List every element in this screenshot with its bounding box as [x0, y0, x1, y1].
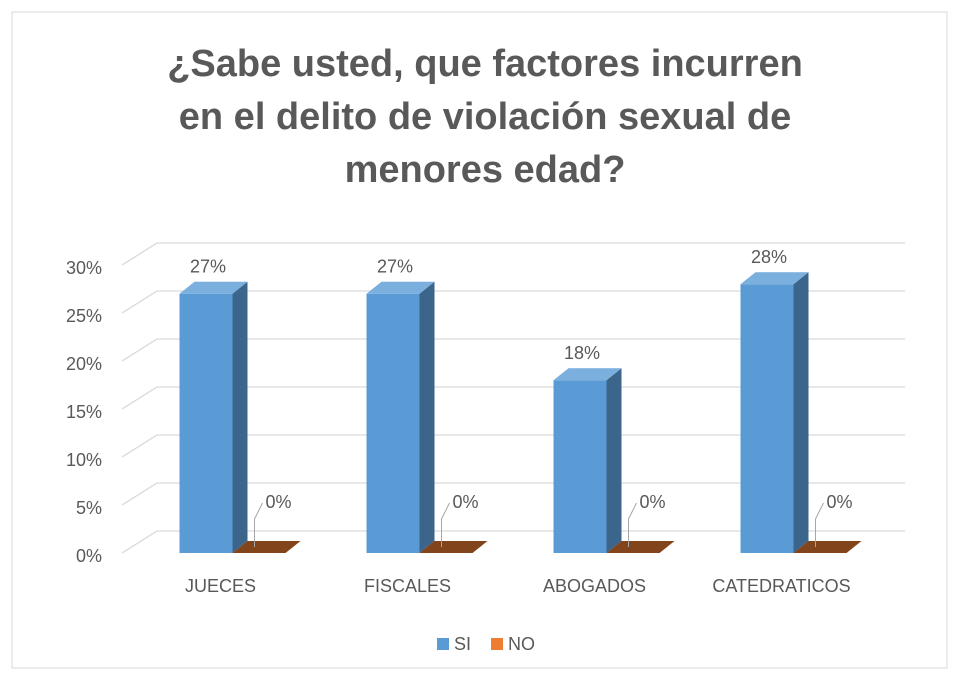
data-label: 0% — [453, 492, 479, 512]
x-tick-label: FISCALES — [364, 576, 451, 596]
data-label: 0% — [266, 492, 292, 512]
bar-front — [740, 284, 794, 553]
grid-line — [121, 386, 905, 410]
bar-top — [793, 541, 862, 553]
bar-top — [366, 281, 435, 294]
bar — [232, 541, 301, 553]
legend-swatch — [437, 638, 449, 650]
bar — [606, 541, 675, 553]
bar-side-shade — [419, 281, 435, 553]
bar-front — [366, 293, 420, 553]
bar-top-shade — [740, 272, 809, 285]
data-label: 28% — [751, 247, 787, 267]
leader-line — [254, 502, 263, 547]
y-tick-label: 0% — [76, 546, 102, 566]
bar-top-shade — [793, 541, 862, 553]
bar-front — [553, 380, 607, 553]
bar-top-shade — [179, 281, 248, 294]
bar-side-shade — [232, 281, 248, 553]
grid-line — [121, 530, 905, 554]
grid-line — [121, 434, 905, 458]
y-tick-label: 10% — [66, 450, 102, 470]
data-label: 18% — [564, 343, 600, 363]
chart-border — [11, 11, 948, 669]
bar-top — [740, 272, 809, 285]
data-label: 27% — [377, 257, 413, 277]
bar-top — [232, 541, 301, 553]
grid-line — [121, 338, 905, 362]
bar — [553, 368, 622, 553]
legend-label: SI — [454, 634, 471, 654]
bar-side-shade — [793, 272, 809, 553]
leader-line — [628, 502, 637, 547]
grid-line — [121, 482, 905, 506]
bar-top-shade — [606, 541, 675, 553]
data-label: 0% — [827, 492, 853, 512]
leader-line — [815, 502, 824, 547]
bar-top — [179, 281, 248, 294]
y-tick-label: 25% — [66, 306, 102, 326]
legend-swatch — [491, 638, 504, 650]
bar-top-shade — [366, 281, 435, 294]
x-tick-label: ABOGADOS — [543, 576, 646, 596]
chart-title: ¿Sabe usted, que factores incurren en el… — [167, 43, 803, 191]
leader-line — [441, 502, 450, 547]
bar-top-shade — [232, 541, 301, 553]
bar-side — [793, 272, 809, 553]
y-tick-label: 30% — [66, 258, 102, 278]
bar-top-shade — [553, 368, 622, 381]
x-tick-label: JUECES — [185, 576, 256, 596]
bar-side — [606, 368, 622, 553]
data-label: 0% — [640, 492, 666, 512]
grid-line — [121, 290, 905, 314]
bar-top — [606, 541, 675, 553]
bar — [740, 272, 809, 553]
bar — [179, 281, 248, 553]
bar-side — [419, 281, 435, 553]
y-tick-label: 20% — [66, 354, 102, 374]
y-tick-label: 5% — [76, 498, 102, 518]
bar-top — [419, 541, 488, 553]
bar-front — [179, 293, 233, 553]
y-tick-label: 15% — [66, 402, 102, 422]
bar-top-shade — [419, 541, 488, 553]
bar-side — [232, 281, 248, 553]
bar — [419, 541, 488, 553]
bar — [793, 541, 862, 553]
x-tick-label: CATEDRATICOS — [712, 576, 850, 596]
data-label: 27% — [190, 257, 226, 277]
bar-top — [553, 368, 622, 381]
legend-label: NO — [508, 634, 535, 654]
bar — [366, 281, 435, 553]
bar-side-shade — [606, 368, 622, 553]
grid-line — [121, 242, 905, 266]
